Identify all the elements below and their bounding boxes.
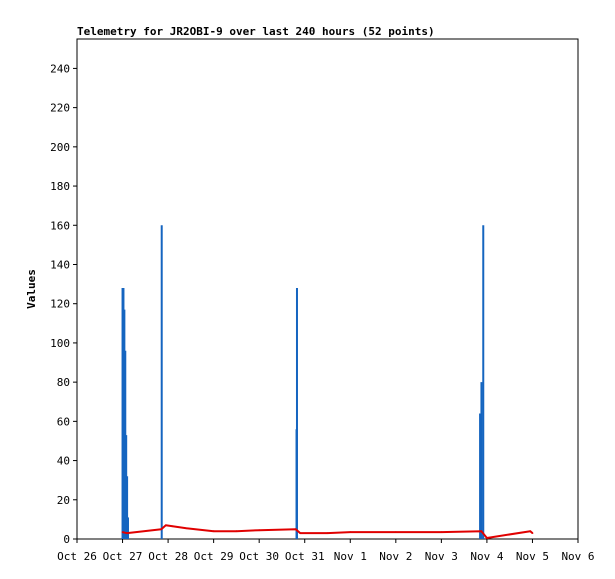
data-point [235,530,238,533]
x-tick-label: Oct 31 [285,550,325,563]
data-point [394,531,397,534]
x-tick-label: Nov 6 [561,550,594,563]
data-point [123,531,126,534]
data-point [480,530,483,533]
x-tick-label: Oct 26 [57,550,97,563]
series-2 [121,524,534,539]
x-tick-label: Nov 2 [379,550,412,563]
y-tick-label: 200 [50,141,70,154]
x-tick-label: Oct 28 [148,550,188,563]
chart-title: Telemetry for JR2OBI-9 over last 240 hou… [77,25,435,38]
y-tick-label: 220 [50,102,70,115]
y-tick-label: 140 [50,258,70,271]
x-axis: Oct 26 Oct 27 Oct 28 Oct 29 Oct 30 Oct 31 Nov … [57,539,595,563]
data-point [171,525,174,528]
data-point [440,531,443,534]
data-point [326,532,329,535]
data-point [529,530,532,533]
plot-frame [76,38,579,540]
y-tick-label: 40 [57,455,70,468]
y-axis-label: Values [25,269,38,309]
data-point [349,531,352,534]
y-tick-label: 180 [50,180,70,193]
data-point [160,528,163,531]
data-point [121,531,124,534]
data-point [531,532,534,535]
y-tick-label: 100 [50,337,70,350]
data-point [299,532,302,535]
x-tick-label: Oct 27 [103,550,143,563]
y-tick-label: 60 [57,415,70,428]
y-axis: 0 20 40 60 80 100 120 140 160 180 200 220 240 [50,62,77,546]
x-tick-label: Nov 3 [425,550,458,563]
series-1 [121,225,485,539]
y-tick-label: 20 [57,494,70,507]
y-tick-label: 160 [50,219,70,232]
x-tick-label: Oct 29 [194,550,234,563]
series-line [122,524,534,539]
y-tick-label: 80 [57,376,70,389]
data-point [212,530,215,533]
y-tick-label: 120 [50,298,70,311]
data-point [486,537,488,539]
data-point [185,527,188,530]
x-tick-label: Nov 5 [516,550,549,563]
x-tick-label: Nov 1 [334,550,367,563]
y-tick-label: 0 [63,533,70,546]
data-point [294,528,297,531]
data-point [258,529,261,532]
data-point [126,532,128,535]
y-tick-label: 240 [50,62,70,75]
data-point [164,524,167,527]
series-layer [121,225,534,539]
x-tick-label: Oct 30 [239,550,279,563]
x-tick-label: Nov 4 [470,550,503,563]
